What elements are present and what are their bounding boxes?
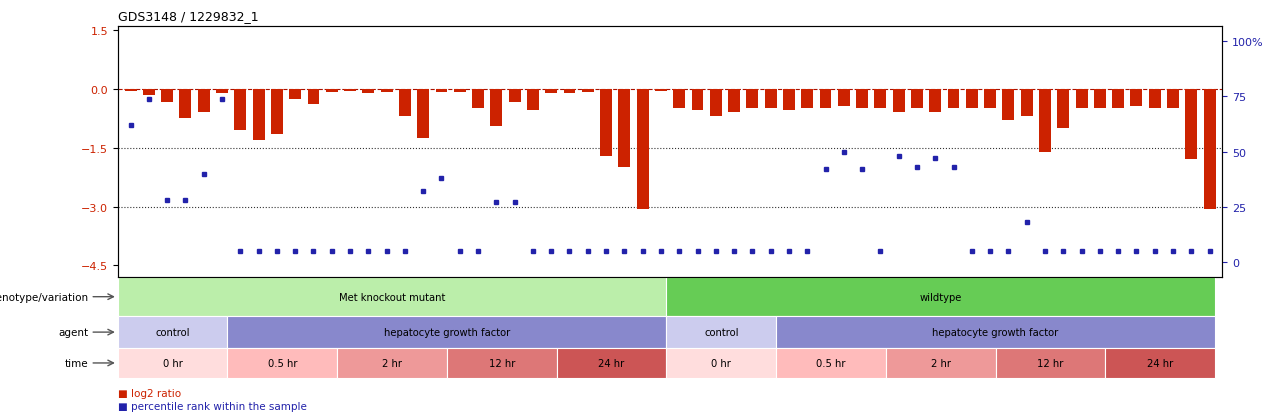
Bar <box>1203 90 1216 209</box>
Bar <box>490 90 502 127</box>
Bar <box>545 90 557 93</box>
Text: agent: agent <box>59 328 88 337</box>
Bar <box>527 90 539 111</box>
Bar <box>118 278 667 316</box>
Bar <box>289 90 301 100</box>
Bar <box>710 90 722 117</box>
Bar <box>252 90 265 140</box>
Bar <box>508 90 521 103</box>
Bar <box>271 90 283 135</box>
Bar <box>856 90 868 109</box>
Bar <box>667 278 1215 316</box>
Bar <box>228 316 667 348</box>
Text: control: control <box>155 328 189 337</box>
Bar <box>874 90 886 109</box>
Bar <box>1130 90 1142 107</box>
Bar <box>1106 348 1215 378</box>
Text: Met knockout mutant: Met knockout mutant <box>339 292 445 302</box>
Bar <box>143 90 155 95</box>
Bar <box>161 90 173 103</box>
Bar <box>1094 90 1106 109</box>
Bar <box>228 348 337 378</box>
Bar <box>673 90 685 109</box>
Bar <box>1148 90 1161 109</box>
Text: GDS3148 / 1229832_1: GDS3148 / 1229832_1 <box>118 10 259 23</box>
Bar <box>728 90 740 113</box>
Text: 2 hr: 2 hr <box>931 358 951 368</box>
Bar <box>838 90 850 107</box>
Bar <box>380 90 393 93</box>
Bar <box>776 316 1215 348</box>
Bar <box>234 90 246 131</box>
Bar <box>667 348 776 378</box>
Bar <box>667 316 776 348</box>
Bar <box>307 90 320 105</box>
Text: 0 hr: 0 hr <box>163 358 183 368</box>
Bar <box>600 90 612 156</box>
Text: 0.5 hr: 0.5 hr <box>268 358 297 368</box>
Bar <box>454 90 466 93</box>
Text: 2 hr: 2 hr <box>383 358 402 368</box>
Bar <box>618 90 630 168</box>
Bar <box>655 90 667 92</box>
Bar <box>1039 90 1051 152</box>
Text: 0 hr: 0 hr <box>712 358 731 368</box>
Bar <box>746 90 758 109</box>
Text: 24 hr: 24 hr <box>599 358 625 368</box>
Text: 12 hr: 12 hr <box>489 358 515 368</box>
Bar <box>582 90 594 93</box>
Bar <box>118 348 228 378</box>
Bar <box>801 90 813 109</box>
Bar <box>198 90 210 113</box>
Bar <box>179 90 192 119</box>
Bar <box>636 90 649 209</box>
Bar <box>892 90 905 113</box>
Bar <box>1002 90 1014 121</box>
Bar <box>399 90 411 117</box>
Bar <box>124 90 137 92</box>
Bar <box>118 316 228 348</box>
Bar <box>337 348 447 378</box>
Bar <box>326 90 338 93</box>
Text: ■ percentile rank within the sample: ■ percentile rank within the sample <box>118 401 307 411</box>
Bar <box>435 90 448 93</box>
Text: wildtype: wildtype <box>919 292 963 302</box>
Bar <box>819 90 832 109</box>
Bar <box>1020 90 1033 117</box>
Bar <box>1185 90 1197 160</box>
Bar <box>783 90 795 111</box>
Bar <box>947 90 960 109</box>
Text: control: control <box>704 328 739 337</box>
Bar <box>472 90 484 109</box>
Text: hepatocyte growth factor: hepatocyte growth factor <box>384 328 511 337</box>
Bar <box>1075 90 1088 109</box>
Bar <box>557 348 667 378</box>
Bar <box>776 348 886 378</box>
Text: hepatocyte growth factor: hepatocyte growth factor <box>933 328 1059 337</box>
Bar <box>1112 90 1124 109</box>
Bar <box>966 90 978 109</box>
Bar <box>996 348 1106 378</box>
Text: time: time <box>65 358 88 368</box>
Text: ■ log2 ratio: ■ log2 ratio <box>118 389 180 399</box>
Bar <box>563 90 576 93</box>
Bar <box>362 90 374 93</box>
Bar <box>344 90 356 92</box>
Bar <box>984 90 996 109</box>
Bar <box>1057 90 1069 129</box>
Bar <box>764 90 777 109</box>
Bar <box>911 90 923 109</box>
Text: genotype/variation: genotype/variation <box>0 292 88 302</box>
Text: 0.5 hr: 0.5 hr <box>817 358 846 368</box>
Bar <box>1167 90 1179 109</box>
Bar <box>417 90 429 138</box>
Text: 24 hr: 24 hr <box>1147 358 1174 368</box>
Text: 12 hr: 12 hr <box>1037 358 1064 368</box>
Bar <box>447 348 557 378</box>
Bar <box>886 348 996 378</box>
Bar <box>216 90 228 94</box>
Bar <box>691 90 704 111</box>
Bar <box>929 90 941 113</box>
